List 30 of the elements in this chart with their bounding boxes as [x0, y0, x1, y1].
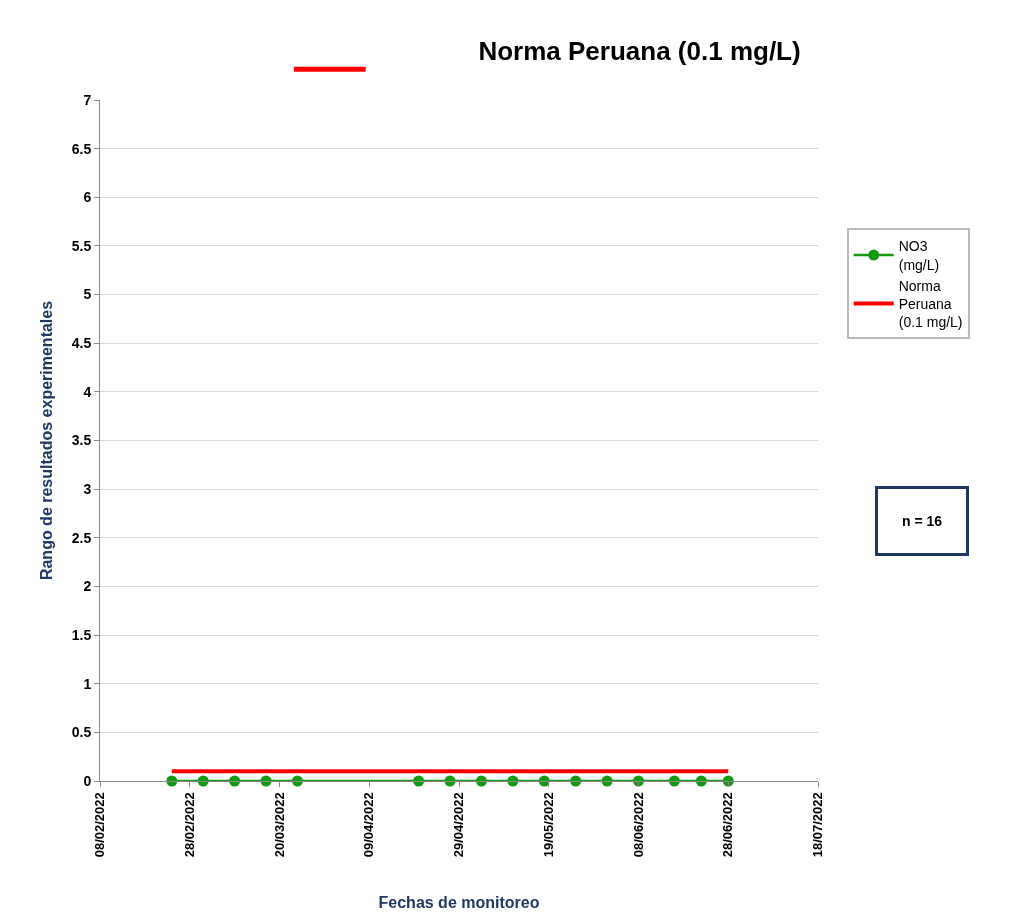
y-axis-title: Rango de resultados experimentales	[37, 300, 55, 581]
y-tick-label: 0.5	[71, 724, 92, 741]
y-tick-label: 5.5	[71, 237, 92, 254]
y-tick-label: 0	[83, 772, 92, 789]
x-tick-label: 08/02/2022	[92, 792, 108, 858]
x-tick-label: 19/05/2022	[540, 792, 556, 858]
y-tick-label: 3	[83, 481, 92, 498]
x-tick-label: 29/04/2022	[451, 792, 467, 858]
y-tick-label: 4.5	[71, 335, 92, 352]
x-tick-label: 08/06/2022	[630, 792, 646, 858]
y-tick-label: 1.5	[71, 626, 92, 643]
y-tick-label: 3.5	[71, 432, 92, 449]
x-tick-label: 28/02/2022	[181, 792, 197, 858]
y-tick-label: 6.5	[71, 140, 92, 157]
x-tick-label: 18/07/2022	[810, 792, 826, 858]
y-tick-label: 5	[83, 286, 92, 303]
y-tick-label: 7	[83, 91, 92, 108]
x-axis-title: Fechas de monitoreo	[378, 893, 540, 911]
x-tick-label: 09/04/2022	[361, 792, 377, 858]
chart-title: Norma Peruana (0.1 mg/L)	[478, 35, 801, 66]
y-tick-label: 2	[83, 578, 92, 595]
legend-label: NO3 (mg/L)	[898, 238, 940, 273]
y-tick-label: 1	[83, 675, 92, 692]
y-tick-label: 2.5	[71, 529, 92, 546]
x-tick-label: 28/06/2022	[720, 792, 736, 858]
y-tick-label: 6	[83, 189, 92, 206]
y-tick-label: 4	[83, 383, 92, 400]
legend-label: Norma Peruana (0.1 mg/L)	[898, 277, 963, 331]
text: n = 16	[902, 513, 943, 529]
x-tick-label: 20/03/2022	[271, 792, 287, 858]
